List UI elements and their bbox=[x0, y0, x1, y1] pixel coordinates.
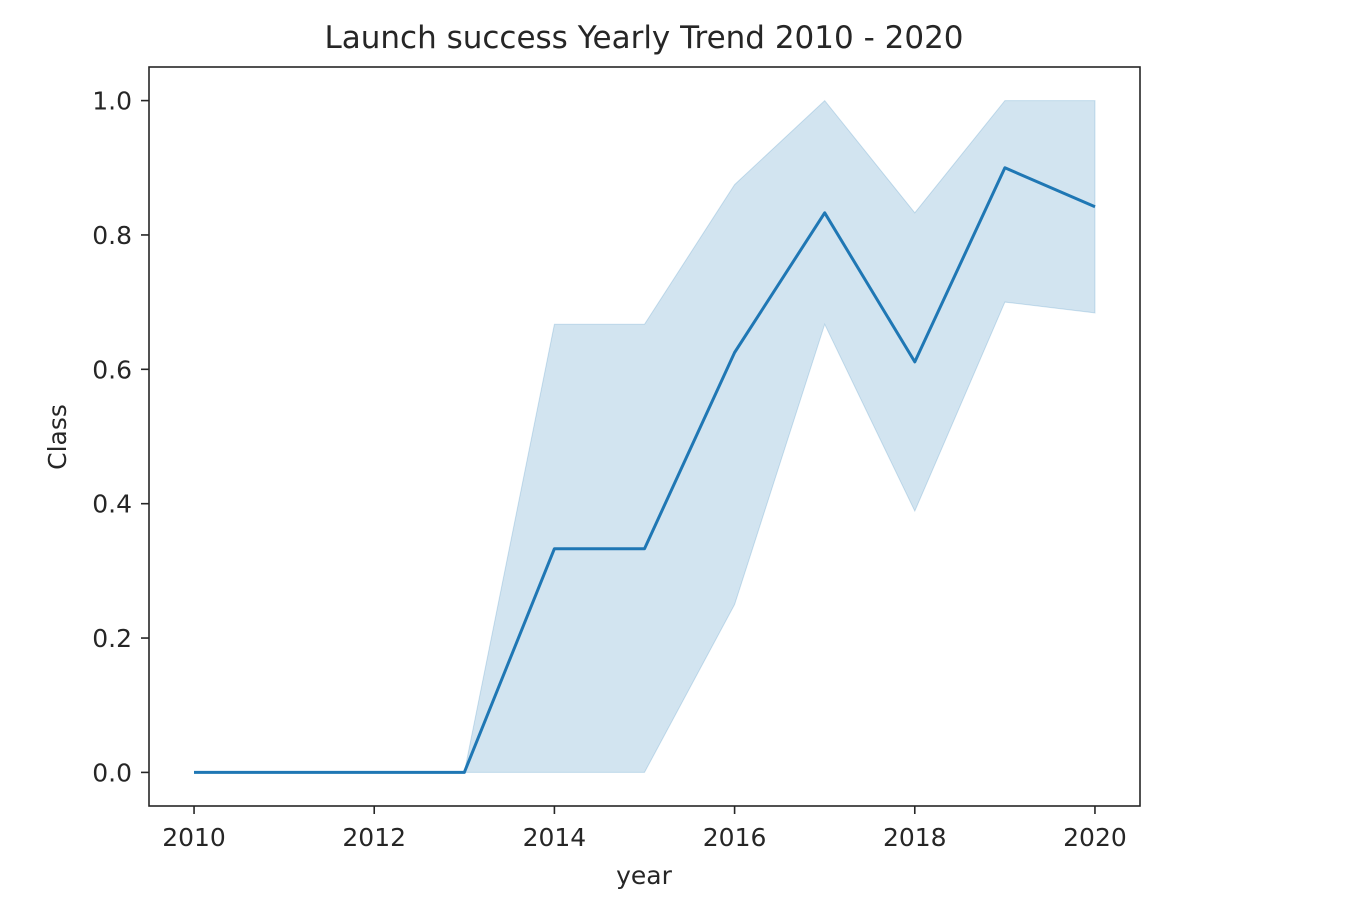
y-axis: 0.0 0.2 0.4 0.6 0.8 1.0 bbox=[92, 87, 149, 787]
plot-area bbox=[194, 99, 1096, 774]
y-tick-label: 1.0 bbox=[92, 87, 132, 116]
y-tick-label: 0.4 bbox=[92, 490, 132, 519]
x-tick-label: 2016 bbox=[703, 823, 767, 852]
confidence-band bbox=[194, 99, 1096, 773]
x-axis: 2010 2012 2014 2016 2018 2020 bbox=[162, 806, 1127, 852]
y-tick-label: 0.0 bbox=[92, 758, 132, 787]
x-tick-label: 2012 bbox=[342, 823, 406, 852]
x-axis-label: year bbox=[616, 861, 672, 890]
chart-title: Launch success Yearly Trend 2010 - 2020 bbox=[324, 20, 963, 56]
x-tick-label: 2020 bbox=[1063, 823, 1127, 852]
y-tick-label: 0.8 bbox=[92, 221, 132, 250]
x-tick-label: 2010 bbox=[162, 823, 226, 852]
x-tick-label: 2018 bbox=[883, 823, 947, 852]
y-tick-label: 0.6 bbox=[92, 355, 132, 384]
series-line bbox=[194, 166, 1096, 774]
axes-frame bbox=[148, 66, 1141, 807]
y-axis-label: Class bbox=[43, 404, 72, 470]
x-tick-label: 2014 bbox=[523, 823, 587, 852]
y-tick-label: 0.2 bbox=[92, 624, 132, 653]
